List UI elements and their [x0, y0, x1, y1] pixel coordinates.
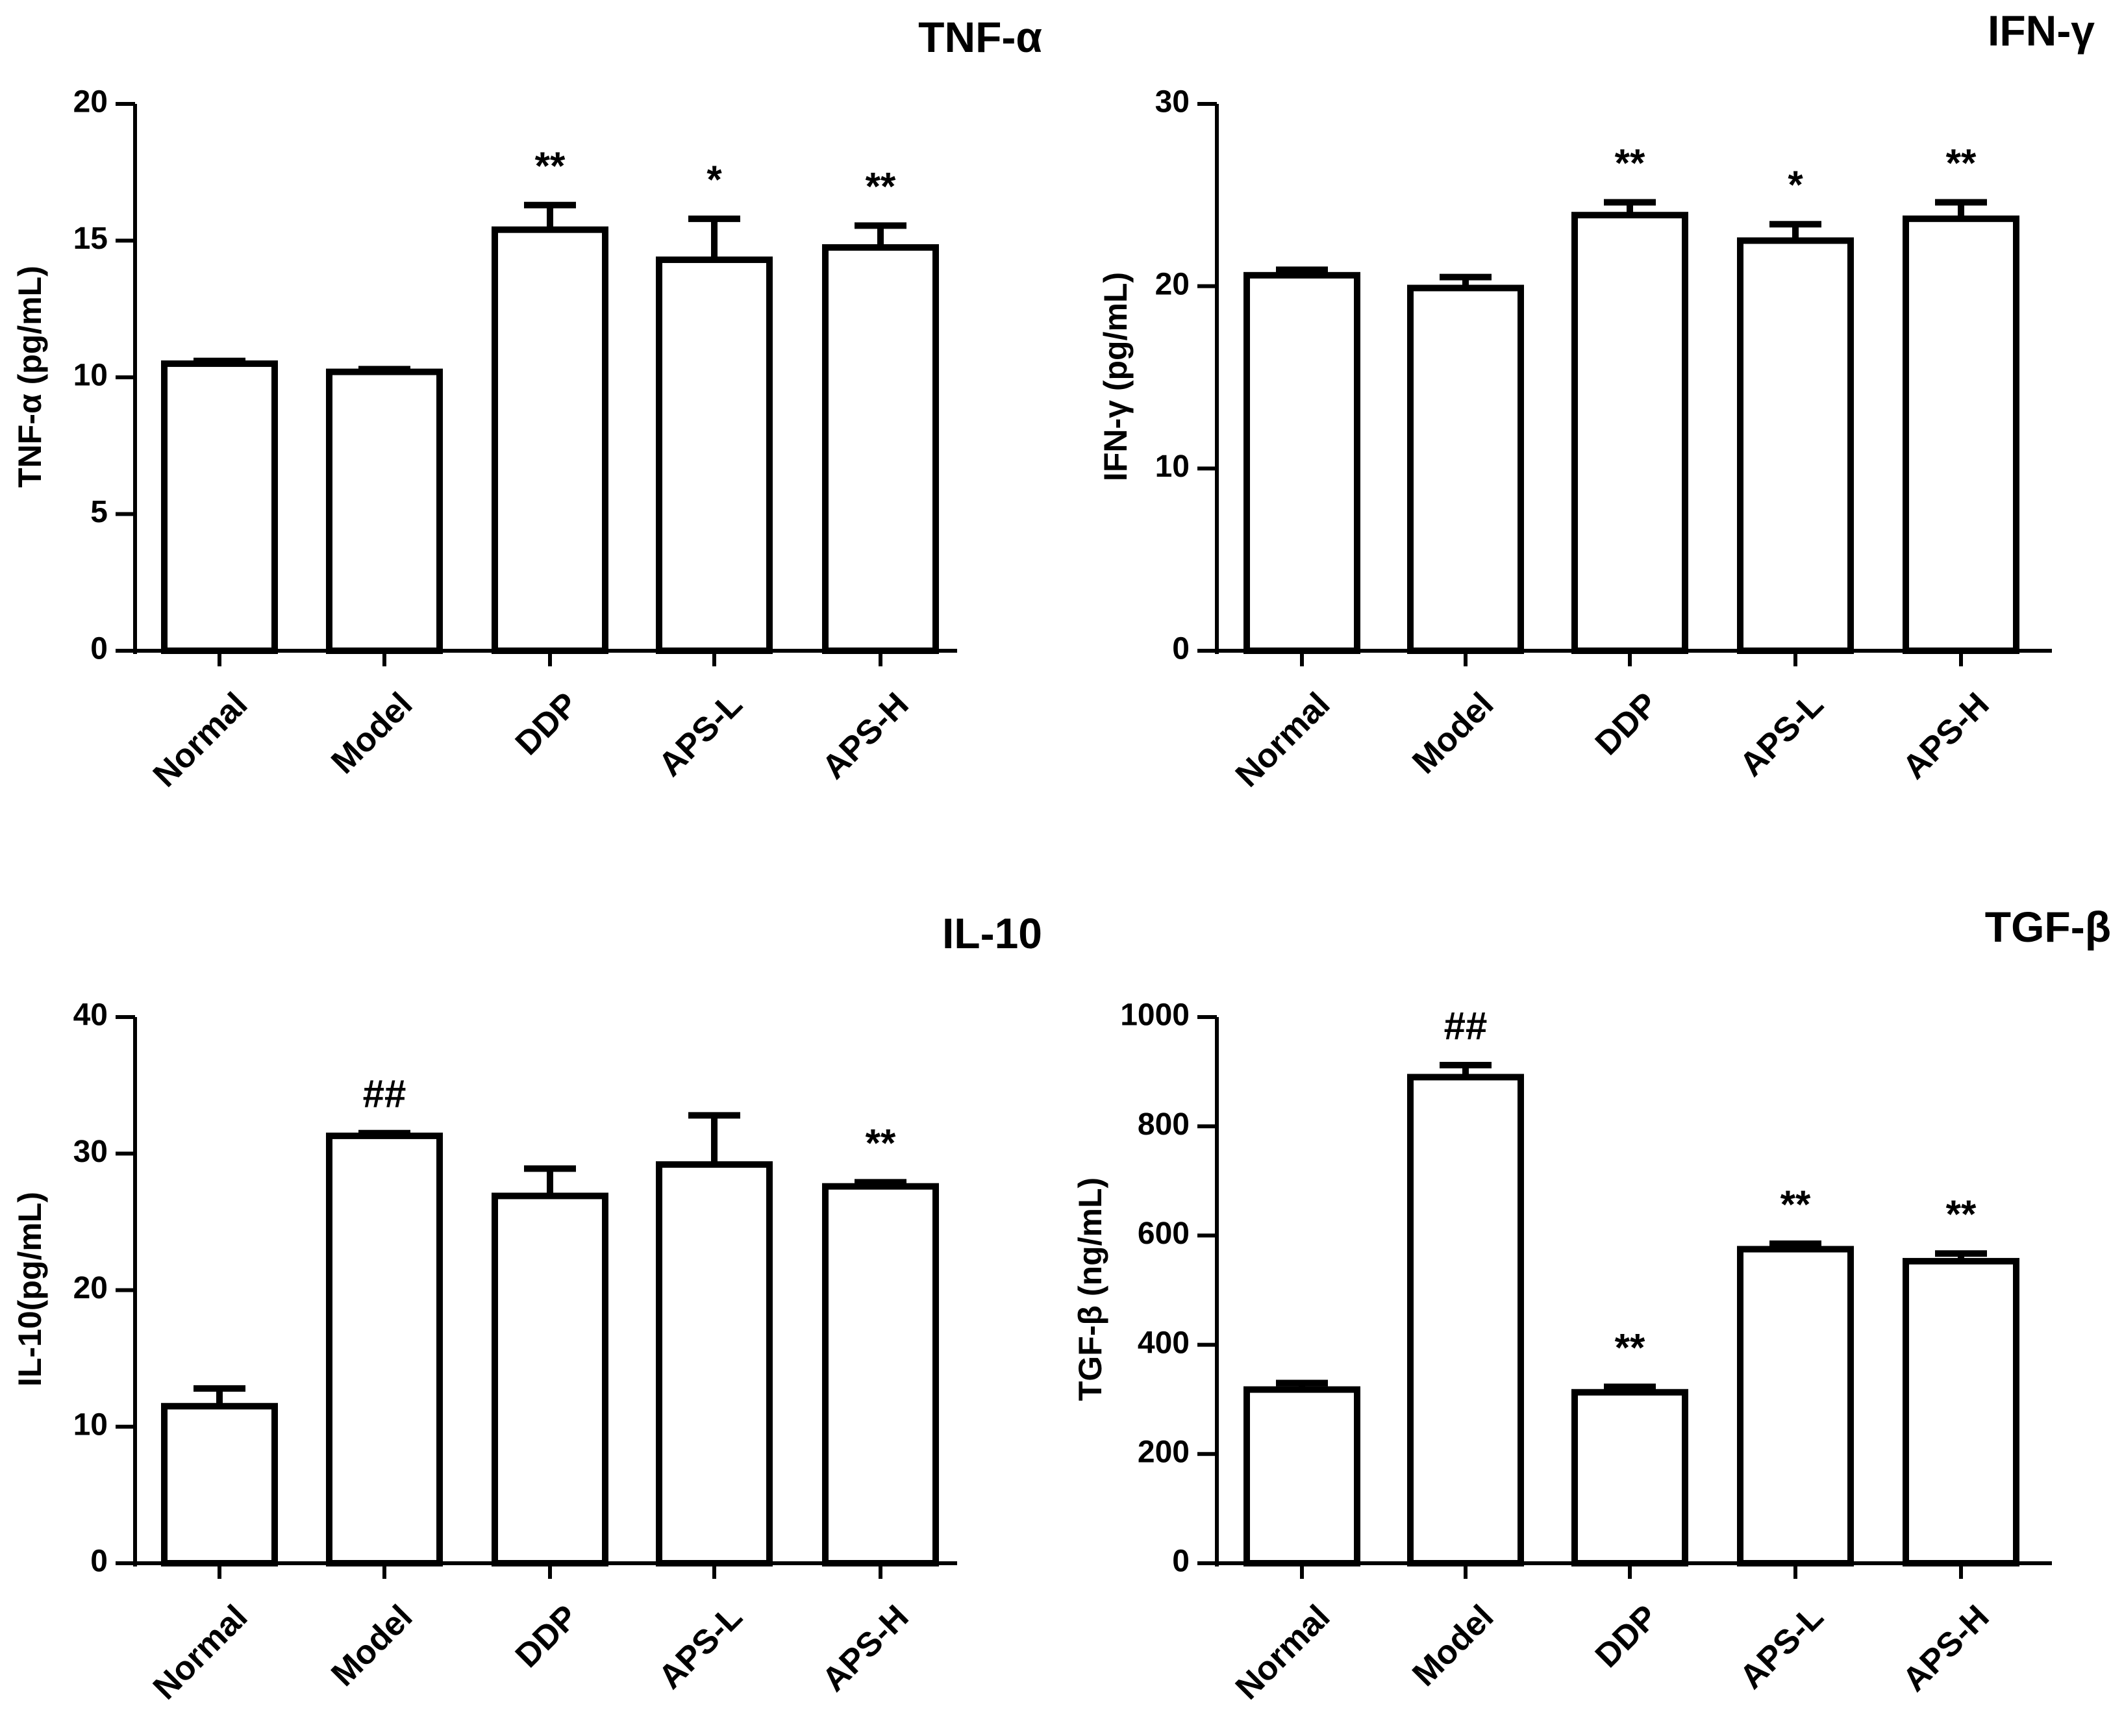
- y-tick-label: 20: [73, 85, 108, 120]
- significance-label: ##: [363, 1072, 406, 1116]
- y-tick-label: 40: [73, 998, 108, 1033]
- y-tick-label: 0: [90, 632, 108, 666]
- y-tick-label: 10: [73, 1407, 108, 1442]
- x-tick-label: Normal: [1229, 1598, 1338, 1707]
- y-tick-label: 10: [73, 359, 108, 393]
- x-tick-label: APS-H: [815, 1598, 916, 1698]
- bar-aps-l: [656, 256, 773, 655]
- significance-label: **: [1615, 142, 1645, 185]
- panel-tnf-alpha: TNF-α TNF-α (pg/mL) 0 5 10 15 20 Normal Model DDP…: [12, 13, 1042, 794]
- bar-normal: [1243, 271, 1360, 654]
- panel-ifn-gamma: IFN-γ IFN-γ (pg/mL) 0 10 20 30 Normal Model DDP *…: [1097, 6, 2095, 794]
- y-tick-label: 30: [1155, 85, 1190, 120]
- bar-model: [1407, 284, 1524, 654]
- y-tick-label: 10: [1155, 449, 1190, 484]
- y-tick-label: 0: [1172, 632, 1190, 666]
- bar-normal: [161, 1403, 278, 1566]
- panel-tgf-beta: TGF-β TGF-β (ng/mL) 0 200 400 600 800 1000 Norma…: [1072, 903, 2111, 1707]
- y-tick-label: 15: [73, 221, 108, 256]
- chart-title: IL-10: [942, 909, 1042, 957]
- bar-aps-l: [1737, 1246, 1854, 1567]
- bar-normal: [1243, 1386, 1360, 1566]
- x-tick-label: Model: [324, 1598, 419, 1693]
- significance-label: **: [866, 164, 896, 208]
- x-tick-label: Normal: [146, 685, 255, 794]
- significance-label: **: [535, 144, 566, 188]
- y-axis-label: TGF-β (ng/mL): [1072, 1177, 1108, 1401]
- chart-title: IFN-γ: [1988, 6, 2095, 55]
- panel-il-10: IL-10 IL-10(pg/mL) 0 10 20 30 40 Normal Model ## D…: [12, 909, 1042, 1707]
- x-tick-label: APS-H: [1895, 685, 1996, 786]
- bar-aps-l: [656, 1161, 773, 1566]
- y-tick-label: 600: [1138, 1216, 1190, 1251]
- x-tick-label: APS-L: [651, 1598, 749, 1696]
- bar-ddp: [492, 226, 608, 655]
- x-tick-label: Normal: [1229, 685, 1338, 794]
- significance-label: **: [1780, 1183, 1811, 1226]
- y-tick-label: 0: [1172, 1544, 1190, 1579]
- bar-aps-l: [1737, 237, 1854, 654]
- chart-title: TGF-β: [1985, 903, 2111, 951]
- bar-ddp: [1571, 1389, 1688, 1567]
- x-tick-label: Model: [324, 685, 419, 781]
- bar-ddp: [1571, 212, 1688, 654]
- significance-label: ##: [1444, 1004, 1488, 1048]
- y-axis-label: IL-10(pg/mL): [12, 1192, 48, 1387]
- x-tick-label: Model: [1405, 1598, 1501, 1693]
- y-axis-label: TNF-α (pg/mL): [12, 266, 48, 488]
- significance-label: *: [1788, 163, 1803, 207]
- x-tick-label: DDP: [1588, 685, 1666, 762]
- y-tick-label: 1000: [1120, 998, 1190, 1033]
- y-tick-label: 400: [1138, 1326, 1190, 1360]
- bar-aps-h: [1903, 215, 2019, 654]
- significance-label: **: [866, 1121, 896, 1164]
- bar-aps-h: [1903, 1257, 2019, 1566]
- bar-normal: [161, 360, 278, 654]
- bar-aps-h: [822, 244, 939, 654]
- bar-model: [326, 1132, 443, 1566]
- x-tick-label: Normal: [146, 1598, 255, 1707]
- x-tick-label: APS-L: [1732, 1598, 1830, 1696]
- y-tick-label: 30: [73, 1135, 108, 1169]
- x-tick-label: APS-H: [1895, 1598, 1996, 1698]
- x-tick-label: Model: [1405, 685, 1501, 781]
- x-tick-label: DDP: [508, 1598, 586, 1675]
- y-tick-label: 20: [1155, 267, 1190, 301]
- bar-model: [326, 368, 443, 655]
- x-tick-label: APS-L: [651, 685, 749, 783]
- x-tick-label: DDP: [1588, 1598, 1666, 1675]
- significance-label: **: [1946, 142, 1977, 185]
- y-tick-label: 20: [73, 1271, 108, 1305]
- y-tick-label: 800: [1138, 1107, 1190, 1142]
- y-tick-label: 5: [90, 495, 108, 529]
- significance-label: **: [1615, 1326, 1645, 1369]
- x-tick-label: APS-L: [1732, 685, 1830, 783]
- x-tick-label: APS-H: [815, 685, 916, 786]
- y-tick-label: 200: [1138, 1435, 1190, 1469]
- y-tick-label: 0: [90, 1544, 108, 1579]
- significance-label: *: [706, 158, 722, 201]
- bar-aps-h: [822, 1183, 939, 1566]
- bar-ddp: [492, 1192, 608, 1566]
- x-tick-label: DDP: [508, 685, 586, 762]
- chart-title: TNF-α: [918, 13, 1042, 61]
- significance-label: **: [1946, 1192, 1977, 1236]
- bar-model: [1407, 1074, 1524, 1566]
- y-axis-label: IFN-γ (pg/mL): [1097, 272, 1134, 481]
